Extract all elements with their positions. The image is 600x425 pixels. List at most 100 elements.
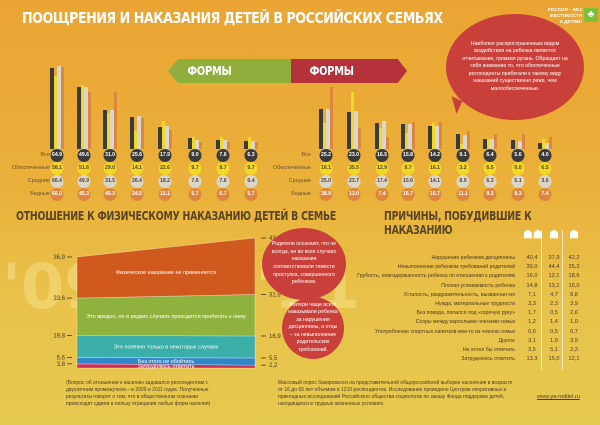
value-badge: 9.3 (483, 188, 497, 201)
row-label: Обеспеченные (11, 165, 50, 171)
value-badge: 18.2 (158, 175, 172, 188)
bar-Все (50, 67, 54, 149)
value-badge: 66.4 (50, 175, 64, 188)
section-title-attitude: ОТНОШЕНИЕ К ФИЗИЧЕСКОМУ НАКАЗАНИЮ ДЕТЕЙ … (16, 209, 337, 223)
bubble-mothers: Матери чаще всего наказывали ребенка за … (282, 297, 344, 359)
cell-value: 12,1 (568, 356, 580, 363)
bar-Бедные (438, 122, 442, 149)
page-title: ПООЩРЕНИЯ И НАКАЗАНИЯ ДЕТЕЙ В РОССИЙСКИХ… (22, 9, 443, 27)
man-icon: ☗ (549, 229, 559, 241)
bar-Все (538, 142, 542, 149)
bar-Обеспеченные (53, 76, 57, 149)
bar-Средние (57, 66, 61, 149)
cell-value: 1,4 (550, 319, 558, 326)
tick-label: 31,9 (269, 292, 281, 298)
value-badge: 9.7 (216, 162, 230, 175)
value-badge: 45.3 (103, 188, 117, 201)
table-row: Плохая успеваемость ребенка 14,8 13,1 16,0 (355, 283, 600, 292)
column-divider (562, 230, 563, 370)
bar-Бедные (226, 141, 230, 149)
table-row: Без повода, попался под «горячую руку» 1,… (355, 310, 600, 319)
value-badge: 6.5 (483, 162, 497, 175)
value-badge: 3.2 (456, 162, 470, 175)
table-row: Усталость, раздражительность, вызванная … (355, 292, 600, 301)
row-label: Средние (288, 178, 311, 184)
value-badge: 14.2 (428, 149, 442, 162)
bar-Бедные (385, 137, 389, 149)
bar-Бедные (466, 131, 470, 149)
row-label: Затрудняюсь ответить (461, 356, 515, 363)
value-badge: 13.0 (347, 188, 361, 201)
cell-value: 1,7 (528, 310, 536, 317)
value-badge: 16.5 (375, 149, 389, 162)
bar-Все (158, 126, 162, 149)
band-label: Физическое наказание не применяется (116, 270, 216, 276)
logo-text: РОССИЯ – БЕЗ ЖЕСТОКОСТИ К ДЕТЯМ! (547, 7, 582, 24)
bar-Все (456, 134, 460, 149)
value-badge: 6.3 (483, 175, 497, 188)
bar-Средние (110, 109, 114, 149)
cell-value: 8,8 (570, 291, 578, 298)
row-label: Бедные (291, 191, 311, 197)
rewards-chart: ВсеОбеспеченныеСредниеБедныеХвалить, гов… (0, 0, 300, 210)
table-row: Употребление спиртных напитков кем-то из… (355, 329, 600, 338)
bar-Бедные (329, 86, 333, 149)
bar-group (76, 0, 92, 149)
bar-Обеспеченные (322, 123, 326, 149)
value-badge: 6.4 (483, 149, 497, 162)
value-badge: 0.0 (511, 162, 525, 175)
tick-label: 3,8 (57, 362, 66, 368)
value-badge: 9.7 (244, 162, 258, 175)
table-row: Не хотел бы отвечать 3,5 5,1 2,3 (355, 347, 600, 356)
bar-Обеспеченные (247, 136, 251, 149)
bar-Все (401, 123, 405, 149)
value-badge: 26.4 (130, 175, 144, 188)
bar-group (102, 0, 118, 149)
value-badge: 25.0 (319, 175, 333, 188)
value-badge: 25.6 (130, 149, 144, 162)
bar-group (187, 0, 203, 149)
footer-method: Массовый опрос базировался на представит… (278, 380, 513, 407)
bar-Все (130, 117, 134, 149)
row-label: Плохая успеваемость ребенка (441, 282, 515, 289)
cell-value: 42,2 (568, 255, 580, 261)
value-badge: 15.8 (401, 149, 415, 162)
value-badge: 16.1 (428, 162, 442, 175)
cell-value: 1,9 (550, 337, 558, 344)
bar-Все (216, 139, 220, 149)
bar-Средние (137, 116, 141, 149)
value-badge: 35.5 (347, 162, 361, 175)
value-badge: 25.2 (319, 149, 333, 162)
bar-Обеспеченные (459, 143, 463, 149)
section-title-reasons: ПРИЧИНЫ, ПОБУДИВШИЕ К НАКАЗАНИЮ (384, 209, 532, 237)
cell-value: 7,1 (528, 291, 536, 298)
bar-group (215, 0, 231, 149)
bar-Обеспеченные (431, 123, 435, 149)
cell-value: 3,9 (570, 301, 578, 307)
row-label: Грубость, невоздержанность ребенка по от… (357, 273, 515, 280)
bar-group (374, 0, 390, 149)
row-label: Употребление спиртных напитков кем-то из… (375, 328, 515, 335)
value-badge: 9.3 (511, 188, 525, 201)
bar-Все (77, 87, 81, 149)
value-badge: 23.0 (347, 149, 361, 162)
bar-group (482, 0, 498, 149)
bar-Бедные (87, 92, 91, 149)
value-badge: 16.7 (401, 188, 415, 201)
website-link[interactable]: www.ya-roditel.ru (537, 394, 580, 400)
cell-value: 35,3 (568, 264, 580, 271)
value-badge: 49.9 (77, 175, 91, 188)
tick-label: 2,2 (269, 363, 278, 369)
cell-value: 2,3 (570, 347, 578, 353)
value-badge: 7.6 (216, 175, 230, 188)
bar-Бедные (113, 92, 117, 149)
bar-Бедные (198, 141, 202, 149)
bar-Средние (463, 134, 467, 149)
value-badge: 16.1 (319, 162, 333, 175)
value-badge: 51.6 (77, 162, 91, 175)
value-badge: 12.9 (375, 162, 389, 175)
cell-value: 4,7 (550, 291, 558, 298)
bar-Средние (518, 140, 522, 149)
value-badge: 45.3 (77, 188, 91, 201)
